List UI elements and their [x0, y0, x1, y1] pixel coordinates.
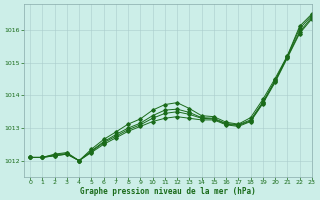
- X-axis label: Graphe pression niveau de la mer (hPa): Graphe pression niveau de la mer (hPa): [80, 187, 256, 196]
